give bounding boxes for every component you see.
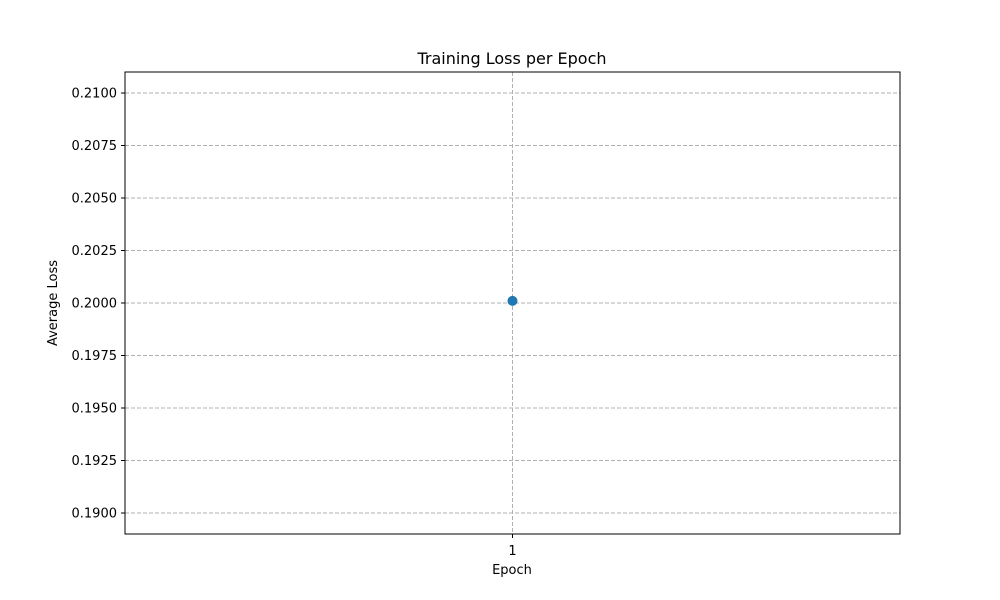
y-tick-label: 0.1925	[72, 454, 118, 469]
y-tick-label: 0.1900	[72, 507, 118, 522]
y-axis-ticks: 0.1900 0.1925 0.1950 0.1975 0.2000 0.2025 0.20…	[72, 87, 125, 522]
x-axis-label: Epoch	[492, 563, 532, 578]
x-axis-ticks: 1	[508, 534, 517, 559]
y-tick-label: 0.2025	[72, 244, 118, 259]
y-tick-label: 0.1975	[72, 349, 118, 364]
y-tick-label: 0.2050	[72, 192, 118, 207]
data-point	[507, 295, 518, 306]
y-tick-label: 0.2100	[72, 87, 118, 102]
y-tick-label: 0.1950	[72, 402, 118, 417]
y-axis-label: Average Loss	[46, 260, 61, 346]
chart-title: Training Loss per Epoch	[416, 49, 606, 68]
y-tick-label: 0.2000	[72, 297, 118, 312]
plot-area-frame	[124, 71, 901, 535]
series-layer	[507, 295, 518, 306]
x-tick-label: 1	[508, 544, 516, 559]
y-tick-label: 0.2075	[72, 139, 118, 154]
